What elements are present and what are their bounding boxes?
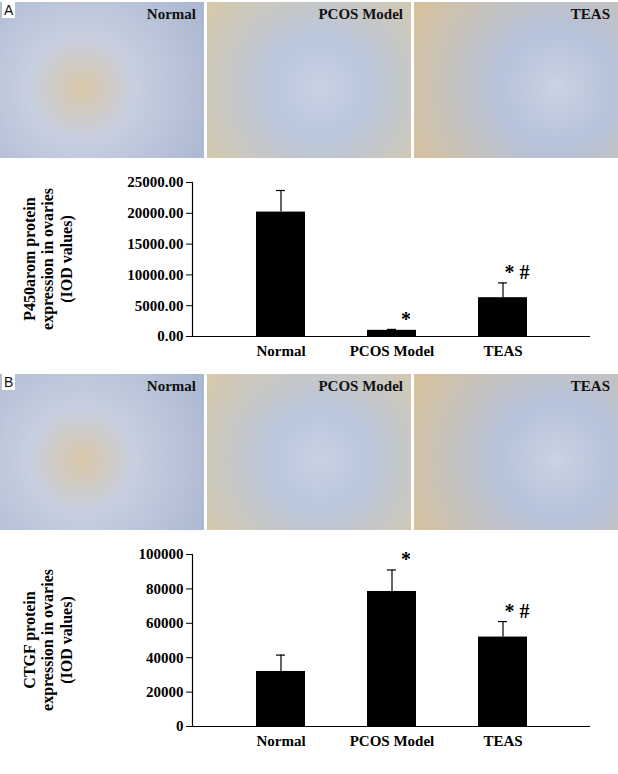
html-text:TEAS: TEAS bbox=[570, 378, 610, 394]
svg-text:15000.00: 15000.00 bbox=[127, 236, 183, 252]
svg-text:100000: 100000 bbox=[139, 546, 184, 562]
html-text:TEAS: TEAS bbox=[570, 6, 610, 22]
svg-text:Normal: Normal bbox=[256, 733, 305, 749]
svg-text:TEAS: TEAS bbox=[483, 343, 522, 359]
svg-text:25000.00: 25000.00 bbox=[127, 174, 183, 190]
html-text:PCOS Model: PCOS Model bbox=[318, 6, 403, 22]
svg-text:*: * bbox=[401, 308, 411, 330]
svg-text:* #: * # bbox=[505, 600, 530, 622]
html-text:Normal: Normal bbox=[146, 378, 196, 394]
svg-text:80000: 80000 bbox=[146, 581, 184, 597]
svg-text:P450arom proteinexpression in: P450arom proteinexpression in ovaries(IO… bbox=[21, 188, 76, 330]
svg-text:PCOS Model: PCOS Model bbox=[350, 343, 435, 359]
svg-text:20000.00: 20000.00 bbox=[127, 205, 183, 221]
svg-text:* #: * # bbox=[505, 261, 530, 283]
svg-text:5000.00: 5000.00 bbox=[135, 298, 184, 314]
html-text:Normal: Normal bbox=[146, 6, 196, 22]
svg-text:CTGF proteinexpression in ovar: CTGF proteinexpression in ovaries(IOD va… bbox=[21, 569, 76, 711]
html-text:A: A bbox=[4, 2, 14, 18]
svg-text:0: 0 bbox=[176, 718, 184, 734]
html-text:B: B bbox=[4, 374, 14, 390]
svg-text:Normal: Normal bbox=[256, 343, 305, 359]
svg-text:0.00: 0.00 bbox=[157, 328, 183, 344]
svg-text:*: * bbox=[401, 548, 411, 570]
svg-text:60000: 60000 bbox=[146, 615, 184, 631]
svg-text:20000: 20000 bbox=[146, 684, 184, 700]
svg-text:10000.00: 10000.00 bbox=[127, 267, 183, 283]
svg-text:40000: 40000 bbox=[146, 650, 184, 666]
svg-text:PCOS Model: PCOS Model bbox=[350, 733, 435, 749]
svg-text:TEAS: TEAS bbox=[483, 733, 522, 749]
html-text:PCOS Model: PCOS Model bbox=[318, 378, 403, 394]
